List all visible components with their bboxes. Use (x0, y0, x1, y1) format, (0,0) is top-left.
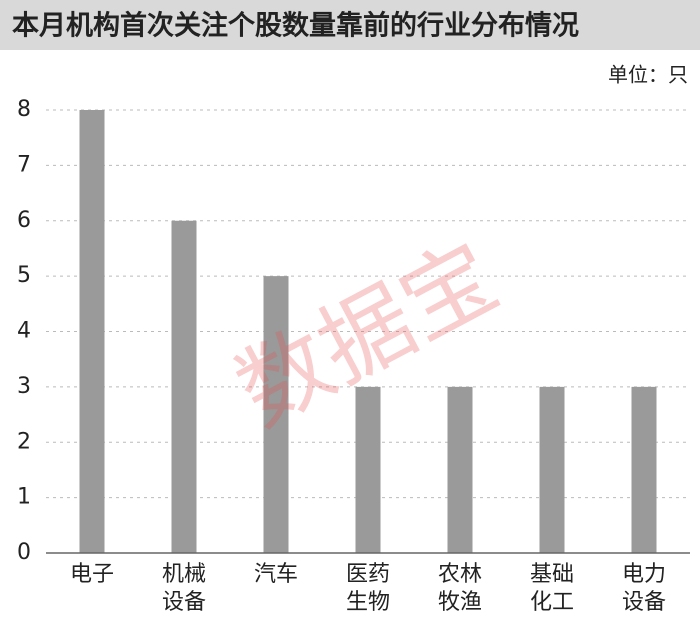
y-tick-label: 6 (17, 208, 31, 233)
y-tick-label: 4 (17, 319, 31, 344)
y-tick-label: 3 (17, 374, 31, 399)
x-tick-label: 基础化工 (529, 562, 574, 615)
bar (171, 220, 197, 553)
bar (447, 386, 473, 553)
x-tick-label: 电子 (69, 562, 114, 587)
y-tick-label: 7 (17, 152, 31, 177)
bar (355, 386, 381, 553)
y-tick-label: 8 (17, 97, 31, 122)
bar (539, 386, 565, 553)
x-tick-label: 机械设备 (161, 562, 206, 615)
y-tick-label: 2 (17, 429, 31, 454)
y-tick-label: 1 (17, 485, 31, 510)
x-tick-label: 医药生物 (345, 562, 390, 615)
x-tick-label: 电力设备 (621, 562, 666, 615)
bar (79, 110, 105, 553)
title-bar (0, 0, 700, 50)
y-tick-label: 0 (17, 540, 31, 565)
unit-note: 单位：只 (608, 63, 688, 87)
x-tick-label: 农林牧渔 (437, 562, 482, 615)
x-tick-label: 汽车 (253, 562, 298, 587)
y-tick-label: 5 (17, 263, 31, 288)
bar (631, 386, 657, 553)
bar (263, 276, 289, 553)
chart-title: 本月机构首次关注个股数量靠前的行业分布情况 (12, 10, 579, 42)
